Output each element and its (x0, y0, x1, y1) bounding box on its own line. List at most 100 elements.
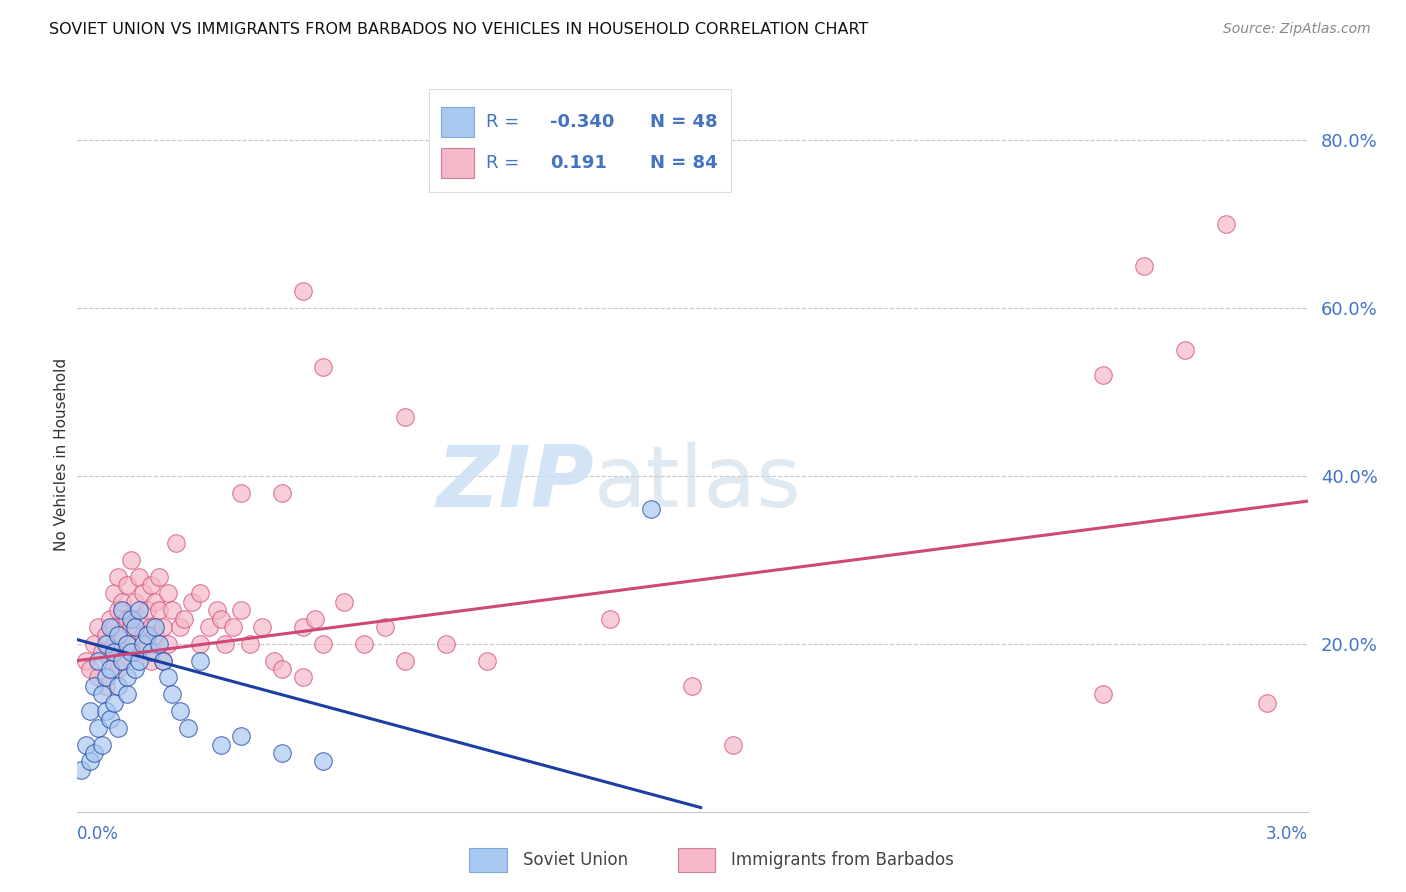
Point (353, 637, 375, 651)
Point (231, 729, 253, 743)
Point (103, 586, 125, 600)
Point (169, 620, 191, 634)
Point (98, 662, 121, 676)
Point (136, 637, 159, 651)
Point (83, 637, 105, 651)
Point (209, 738, 232, 752)
Point (148, 637, 170, 651)
Point (107, 662, 129, 676)
Point (374, 620, 396, 634)
Point (124, 595, 146, 609)
Point (87, 670, 110, 684)
Point (148, 603, 170, 617)
Point (94, 704, 117, 718)
Point (160, 603, 183, 617)
Point (103, 645, 125, 659)
Point (94, 628, 117, 642)
Text: R =: R = (486, 153, 519, 172)
Point (70, 763, 93, 777)
Point (115, 637, 138, 651)
Point (98, 712, 121, 726)
Point (136, 628, 159, 642)
Point (87, 620, 110, 634)
Bar (441, 107, 474, 136)
Point (115, 687, 138, 701)
Text: 3.0%: 3.0% (1265, 825, 1308, 843)
Point (128, 612, 150, 626)
Text: atlas: atlas (595, 442, 801, 525)
Text: N = 48: N = 48 (650, 112, 717, 131)
Point (87, 721, 110, 735)
Bar (470, 848, 506, 872)
Point (107, 603, 129, 617)
Point (436, 637, 458, 651)
Point (165, 536, 187, 550)
Point (124, 662, 146, 676)
Point (132, 637, 155, 651)
Point (682, 679, 704, 693)
Point (197, 620, 219, 634)
Point (141, 654, 162, 668)
Point (1091, 368, 1114, 383)
Text: SOVIET UNION VS IMMIGRANTS FROM BARBADOS NO VEHICLES IN HOUSEHOLD CORRELATION CH: SOVIET UNION VS IMMIGRANTS FROM BARBADOS… (49, 22, 869, 37)
Point (132, 628, 155, 642)
Point (94, 670, 117, 684)
Point (271, 485, 294, 500)
Point (75, 654, 97, 668)
Bar (678, 848, 716, 872)
Bar (441, 148, 474, 178)
Point (120, 620, 142, 634)
Point (222, 620, 245, 634)
Point (312, 359, 335, 374)
Point (115, 637, 138, 651)
Point (188, 637, 212, 651)
Text: Soviet Union: Soviet Union (523, 851, 628, 870)
Point (143, 595, 166, 609)
Point (239, 637, 262, 651)
Point (115, 578, 138, 592)
Point (723, 738, 745, 752)
Point (291, 284, 314, 298)
Point (90, 738, 114, 752)
Point (120, 612, 142, 626)
Point (111, 595, 134, 609)
Point (1215, 217, 1237, 231)
Text: N = 84: N = 84 (650, 153, 717, 172)
Point (209, 612, 232, 626)
Point (477, 654, 499, 668)
Point (103, 696, 125, 710)
Point (205, 603, 228, 617)
Point (107, 679, 129, 693)
Point (291, 670, 314, 684)
Point (132, 586, 155, 600)
Point (188, 586, 212, 600)
Point (394, 654, 416, 668)
Point (271, 662, 294, 676)
Point (1091, 687, 1114, 701)
Point (156, 637, 179, 651)
Point (312, 637, 335, 651)
Point (90, 687, 114, 701)
Point (250, 620, 273, 634)
Point (98, 612, 121, 626)
Point (304, 612, 326, 626)
Point (291, 620, 314, 634)
Point (263, 654, 285, 668)
Point (640, 502, 662, 516)
Point (173, 612, 195, 626)
Text: ZIP: ZIP (436, 442, 595, 525)
Point (103, 637, 125, 651)
Point (90, 645, 114, 659)
Point (94, 679, 117, 693)
Point (124, 645, 146, 659)
Point (111, 603, 134, 617)
Point (111, 654, 134, 668)
Point (107, 721, 129, 735)
Point (141, 578, 162, 592)
Point (107, 569, 129, 583)
Point (1174, 343, 1197, 357)
Point (231, 603, 253, 617)
Point (83, 746, 105, 760)
Point (160, 687, 183, 701)
Text: 0.191: 0.191 (550, 153, 606, 172)
